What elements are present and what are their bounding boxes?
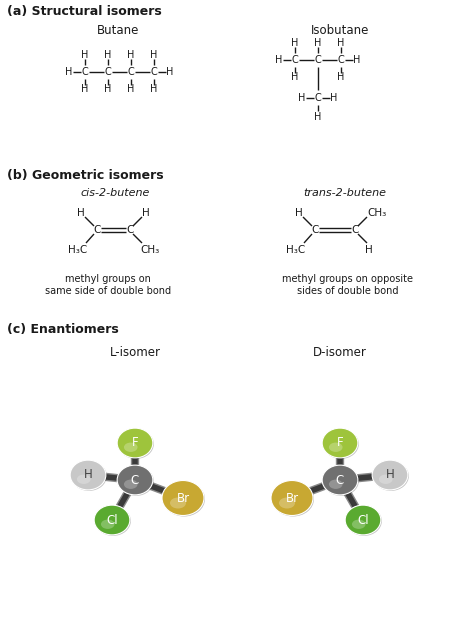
Text: Br: Br	[285, 491, 299, 505]
Text: F: F	[337, 436, 343, 450]
Text: H: H	[65, 67, 73, 77]
Text: H: H	[83, 468, 92, 482]
Ellipse shape	[323, 429, 359, 459]
Text: H: H	[275, 55, 283, 65]
Text: C: C	[82, 67, 88, 77]
Ellipse shape	[101, 519, 115, 529]
Text: C: C	[128, 67, 134, 77]
Ellipse shape	[118, 466, 154, 496]
Ellipse shape	[94, 505, 130, 535]
Text: H: H	[128, 84, 135, 94]
Text: C: C	[336, 473, 344, 487]
Text: Br: Br	[176, 491, 190, 505]
Text: C: C	[311, 225, 319, 235]
Ellipse shape	[323, 466, 359, 496]
Ellipse shape	[77, 475, 91, 484]
Text: C: C	[151, 67, 157, 77]
Text: CH₃: CH₃	[367, 208, 387, 218]
Text: D-isomer: D-isomer	[313, 346, 367, 359]
Text: H₃C: H₃C	[286, 245, 306, 255]
Ellipse shape	[329, 443, 343, 452]
Text: C: C	[292, 55, 298, 65]
Text: methyl groups on
same side of double bond: methyl groups on same side of double bon…	[45, 274, 171, 296]
Text: H: H	[150, 50, 158, 60]
Text: C: C	[131, 473, 139, 487]
Text: (b) Geometric isomers: (b) Geometric isomers	[7, 168, 164, 181]
Text: H: H	[104, 50, 112, 60]
Ellipse shape	[322, 428, 358, 458]
Ellipse shape	[271, 480, 313, 516]
Ellipse shape	[95, 506, 131, 536]
Text: L-isomer: L-isomer	[109, 346, 161, 359]
Text: trans-2-butene: trans-2-butene	[303, 188, 386, 198]
Ellipse shape	[162, 480, 204, 516]
Ellipse shape	[118, 429, 154, 459]
Text: H: H	[292, 72, 299, 82]
Text: F: F	[132, 436, 138, 450]
Text: cis-2-butene: cis-2-butene	[80, 188, 150, 198]
Text: (c) Enantiomers: (c) Enantiomers	[7, 323, 119, 336]
Text: C: C	[105, 67, 111, 77]
Text: H: H	[128, 50, 135, 60]
Ellipse shape	[117, 428, 153, 458]
Text: methyl groups on opposite
sides of double bond: methyl groups on opposite sides of doubl…	[283, 274, 413, 296]
Text: CH₃: CH₃	[140, 245, 160, 255]
Ellipse shape	[124, 480, 137, 489]
Text: H: H	[142, 208, 150, 218]
Ellipse shape	[163, 482, 205, 517]
Text: H₃C: H₃C	[68, 245, 88, 255]
Text: H: H	[314, 112, 322, 122]
Text: H: H	[386, 468, 394, 482]
Text: C: C	[351, 225, 359, 235]
Ellipse shape	[170, 498, 186, 508]
Text: H: H	[353, 55, 361, 65]
Ellipse shape	[70, 460, 106, 490]
Text: H: H	[292, 38, 299, 48]
Ellipse shape	[346, 506, 382, 536]
Text: Cl: Cl	[357, 514, 369, 526]
Text: H: H	[365, 245, 373, 255]
Text: H: H	[337, 38, 345, 48]
Ellipse shape	[352, 519, 365, 529]
Text: H: H	[150, 84, 158, 94]
Text: H: H	[104, 84, 112, 94]
Text: (a) Structural isomers: (a) Structural isomers	[7, 4, 162, 17]
Text: H: H	[337, 72, 345, 82]
Text: H: H	[295, 208, 303, 218]
Ellipse shape	[124, 443, 137, 452]
Text: H: H	[77, 208, 85, 218]
Text: H: H	[166, 67, 173, 77]
Text: H: H	[82, 50, 89, 60]
Text: H: H	[82, 84, 89, 94]
Ellipse shape	[272, 482, 314, 517]
Ellipse shape	[279, 498, 295, 508]
Text: C: C	[93, 225, 100, 235]
Text: Cl: Cl	[106, 514, 118, 526]
Ellipse shape	[379, 475, 392, 484]
Text: H: H	[314, 38, 322, 48]
Text: Isobutane: Isobutane	[311, 24, 369, 36]
Ellipse shape	[345, 505, 381, 535]
Text: H: H	[298, 93, 306, 103]
Ellipse shape	[117, 465, 153, 495]
Text: C: C	[126, 225, 134, 235]
Ellipse shape	[373, 461, 409, 491]
Ellipse shape	[322, 465, 358, 495]
Text: C: C	[315, 93, 321, 103]
Text: H: H	[330, 93, 337, 103]
Text: Butane: Butane	[97, 24, 139, 36]
Ellipse shape	[372, 460, 408, 490]
Text: C: C	[315, 55, 321, 65]
Text: C: C	[337, 55, 345, 65]
Ellipse shape	[329, 480, 343, 489]
Ellipse shape	[71, 461, 107, 491]
